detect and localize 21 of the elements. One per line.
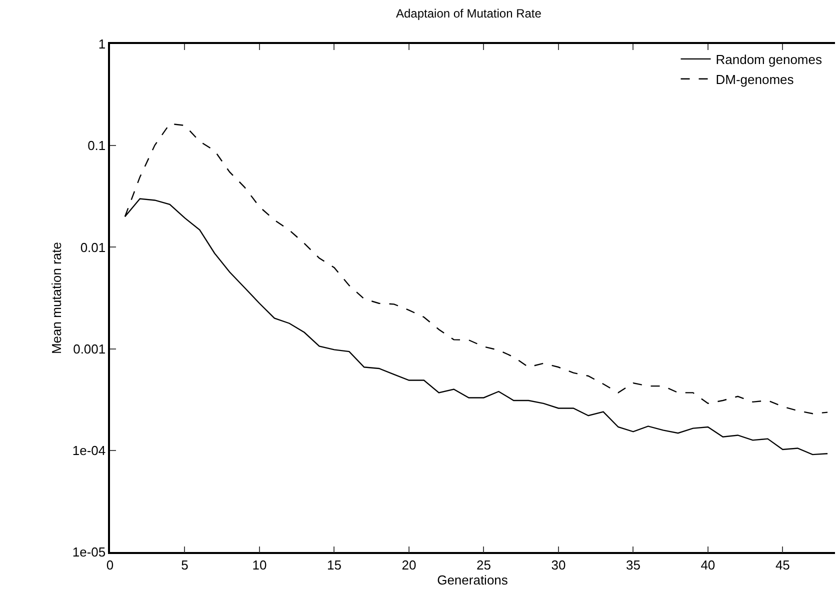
x-tick-label: 5 (181, 557, 188, 572)
y-tick-label: 0.1 (88, 138, 106, 154)
x-tick-label: 45 (775, 557, 790, 572)
y-tick-label: 1e-05 (72, 544, 106, 560)
legend-label: Random genomes (716, 52, 822, 68)
x-tick-label: 0 (106, 557, 114, 572)
x-axis-title: Generations (437, 572, 508, 588)
x-tick-label: 25 (476, 557, 491, 572)
x-tick-label: 35 (626, 557, 640, 572)
y-tick-label: 0.01 (80, 240, 106, 255)
x-tick-label: 20 (402, 557, 416, 572)
y-tick-label: 1e-04 (72, 442, 106, 458)
x-tick-label: 15 (326, 557, 342, 572)
chart-title: Adaptaion of Mutation Rate (396, 6, 542, 20)
x-tick-label: 40 (700, 557, 716, 572)
y-tick-label: 1 (98, 36, 106, 52)
y-tick-label: 0.001 (73, 341, 106, 356)
x-tick-label: 10 (252, 557, 267, 572)
legend-label: DM-genomes (716, 72, 794, 87)
x-tick-label: 30 (551, 557, 566, 572)
y-axis-title: Mean mutation rate (48, 242, 64, 354)
